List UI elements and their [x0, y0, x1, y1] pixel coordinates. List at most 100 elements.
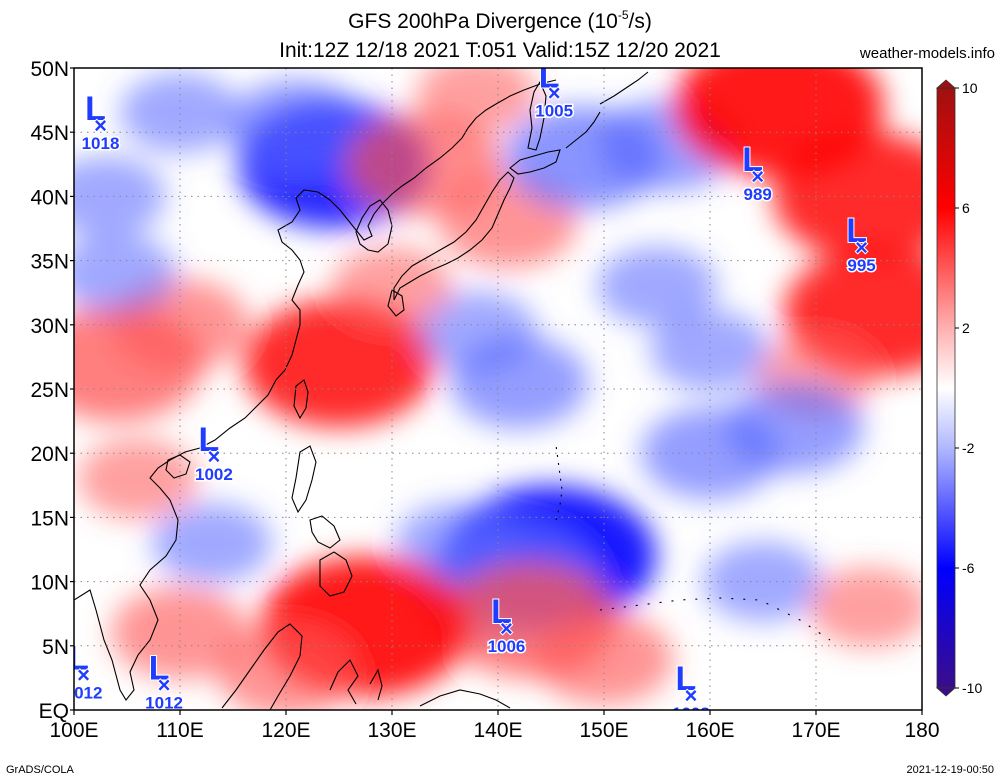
low-pressure-markers: L×1018L×1005L×989L×995L×1002L×1006L×1012…: [65, 58, 877, 723]
colorbar-top-arrow: [935, 79, 957, 89]
coastline-sulawesi: [329, 659, 359, 705]
divergence-field: [74, 68, 922, 710]
low-symbol: L: [491, 593, 512, 631]
low-pressure-value: 1008: [672, 704, 710, 723]
field-anomaly: [332, 246, 452, 327]
lon-tick-label: 140E: [473, 719, 522, 742]
coastline-kamchatka: [599, 71, 649, 105]
low-pressure-value: 1018: [82, 134, 120, 153]
lon-tick-label: 110E: [156, 719, 204, 742]
low-center-mark: ×: [855, 235, 868, 260]
field-anomaly: [74, 233, 177, 314]
coastline-japan-honshu: [393, 171, 515, 301]
low-pressure-center: L×1012: [144, 649, 185, 713]
latitude-axis: EQ 5N 10N 15N 20N 25N 30N 35N 40N 45N 50N: [30, 58, 74, 723]
colorbar-label: -10: [962, 680, 982, 696]
colorbar-labels: 10 6 2 -2 -6 -10: [955, 80, 982, 696]
lat-tick-label: 10N: [30, 572, 69, 595]
colorbar: 10 6 2 -2 -6 -10: [935, 79, 982, 697]
coastline-japan-kyushu: [387, 289, 405, 317]
lat-lon-grid: [74, 68, 922, 710]
lat-tick-label: 5N: [42, 636, 69, 659]
low-pressure-value: 989: [744, 185, 772, 204]
low-center-mark: ×: [751, 164, 764, 189]
field-anomaly: [77, 438, 198, 519]
lon-tick-label: 120E: [261, 719, 310, 742]
colorbar-label: 10: [962, 80, 978, 96]
field-anomaly: [535, 612, 673, 705]
coastline-kuril-islands: [565, 111, 601, 149]
coastline-mindanao: [319, 551, 353, 597]
lat-tick-label: 30N: [30, 315, 69, 338]
lat-tick-label: 35N: [30, 251, 69, 274]
coastline-korea: [355, 199, 393, 253]
field-anomaly: [416, 68, 537, 134]
coastline-asia-mainland: [74, 79, 557, 701]
coastlines: [74, 71, 831, 710]
field-anomaly: [243, 299, 435, 428]
low-pressure-center: L×995: [845, 211, 877, 277]
lat-tick-label: 15N: [30, 507, 69, 530]
coastline-taiwan: [293, 379, 309, 420]
low-center-mark: ×: [77, 662, 90, 687]
colorbar-bottom-arrow: [935, 687, 957, 697]
map-panel: L×1018L×1005L×989L×995L×1002L×1006L×1012…: [65, 58, 922, 723]
coastline-sakhalin: [527, 80, 547, 151]
field-anomaly: [450, 336, 589, 429]
low-center-mark: ×: [94, 113, 107, 138]
colorbar-label: 6: [962, 200, 970, 216]
site-credit: weather-models.info: [859, 45, 995, 62]
coastline-hainan: [165, 454, 191, 479]
field-anomaly: [120, 72, 240, 153]
chart-title-line2: Init:12Z 12/18 2021 T:051 Valid:15Z 12/2…: [279, 39, 721, 62]
coastline-micronesia: [599, 597, 831, 641]
low-center-mark: ×: [500, 616, 513, 641]
colorbar-label: -2: [962, 440, 975, 456]
field-anomaly: [597, 246, 717, 327]
low-center-mark: ×: [158, 673, 171, 698]
coastline-new-guinea: [419, 689, 511, 709]
low-symbol: L: [85, 90, 106, 128]
lon-tick-label: 170E: [791, 719, 840, 742]
coastline-halmahera: [369, 668, 383, 701]
low-symbol: L: [68, 639, 89, 677]
field-anomaly: [395, 503, 516, 584]
low-pressure-value: 1002: [195, 465, 233, 484]
low-symbol: L: [742, 141, 763, 179]
field-anomaly: [725, 381, 864, 474]
low-pressure-value: 995: [847, 256, 875, 275]
coastline-luzon: [291, 445, 317, 514]
lon-tick-label: 180: [904, 719, 939, 742]
lat-tick-label: 45N: [30, 122, 69, 145]
low-symbol: L: [199, 421, 220, 459]
low-pressure-center: L×1002: [194, 420, 235, 486]
low-pressure-value: 1005: [535, 102, 573, 121]
footer-timestamp: 2021-12-19-00:50: [907, 764, 994, 776]
field-anomaly: [217, 625, 355, 710]
lat-tick-label: EQ: [39, 700, 69, 723]
low-pressure-center: L×1012: [65, 638, 104, 704]
low-pressure-value: 1012: [65, 683, 103, 702]
field-anomaly: [227, 79, 366, 172]
lat-tick-label: 20N: [30, 443, 69, 466]
coastline-hokkaido: [509, 149, 561, 175]
low-pressure-center: L×1008: [671, 659, 712, 723]
low-symbol: L: [676, 660, 697, 698]
low-symbol: L: [149, 650, 170, 688]
low-pressure-value: 1012: [145, 694, 183, 713]
lon-tick-label: 160E: [685, 719, 734, 742]
lat-tick-label: 50N: [30, 58, 69, 81]
lon-tick-label: 100E: [49, 719, 98, 742]
title-exponent: -5: [618, 8, 629, 22]
footer-software: GrADS/COLA: [6, 764, 75, 776]
low-center-mark: ×: [548, 81, 561, 106]
colorbar-label: 2: [962, 320, 970, 336]
low-pressure-center: L×1018: [80, 89, 121, 155]
lat-tick-label: 40N: [30, 186, 69, 209]
lon-tick-label: 130E: [367, 719, 416, 742]
field-anomaly: [650, 310, 770, 391]
colorbar-gradient: [936, 87, 956, 689]
low-pressure-center: L×1006: [486, 592, 527, 658]
low-symbol: L: [539, 58, 560, 96]
